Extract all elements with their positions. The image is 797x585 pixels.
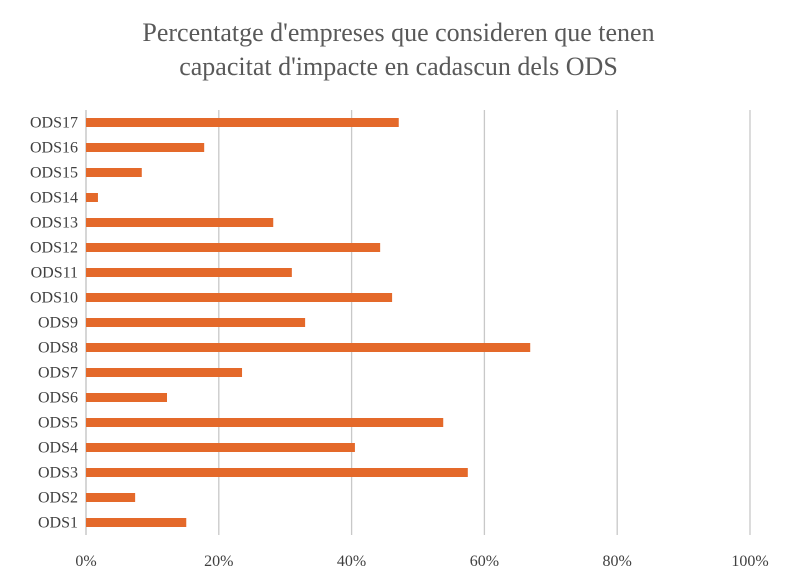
y-tick-label: ODS4: [38, 440, 78, 457]
chart-title-line-2: capacitat d'impacte en cadascun dels ODS: [179, 52, 618, 81]
y-tick-label: ODS7: [38, 365, 78, 382]
bar-ods2: [86, 493, 136, 502]
y-tick-label: ODS2: [38, 490, 78, 507]
x-tick-label: 80%: [603, 553, 632, 570]
bar-ods7: [86, 368, 243, 377]
x-tick-label: 0%: [75, 553, 96, 570]
y-tick-label: ODS15: [30, 165, 78, 182]
y-tick-label: ODS16: [30, 140, 78, 157]
bar-ods5: [86, 418, 444, 427]
y-tick-label: ODS6: [38, 390, 78, 407]
bar-ods13: [86, 218, 274, 227]
y-tick-label: ODS14: [30, 190, 78, 207]
bar-ods10: [86, 293, 393, 302]
x-tick-label: 100%: [731, 553, 768, 570]
bar-ods9: [86, 318, 306, 327]
y-tick-label: ODS10: [30, 290, 78, 307]
y-tick-label: ODS9: [38, 315, 78, 332]
bar-ods17: [86, 118, 399, 127]
x-tick-label: 20%: [204, 553, 233, 570]
y-tick-label: ODS5: [38, 415, 78, 432]
y-tick-label: ODS8: [38, 340, 78, 357]
x-tick-label: 40%: [337, 553, 366, 570]
bar-ods12: [86, 243, 381, 252]
y-tick-label: ODS3: [38, 465, 78, 482]
y-tick-label: ODS1: [38, 515, 78, 532]
bar-ods15: [86, 168, 142, 177]
y-tick-label: ODS13: [30, 215, 78, 232]
bar-ods11: [86, 268, 292, 277]
y-tick-label: ODS11: [31, 265, 78, 282]
bar-ods6: [86, 393, 168, 402]
y-tick-label: ODS17: [30, 115, 78, 132]
bar-ods4: [86, 443, 355, 452]
bar-ods16: [86, 143, 205, 152]
bar-ods3: [86, 468, 468, 477]
x-tick-label: 60%: [470, 553, 499, 570]
y-tick-label: ODS12: [30, 240, 78, 257]
bar-ods8: [86, 343, 531, 352]
chart-title-line-1: Percentatge d'empreses que consideren qu…: [142, 18, 655, 47]
bar-ods14: [86, 193, 98, 202]
bar-ods1: [86, 518, 187, 527]
